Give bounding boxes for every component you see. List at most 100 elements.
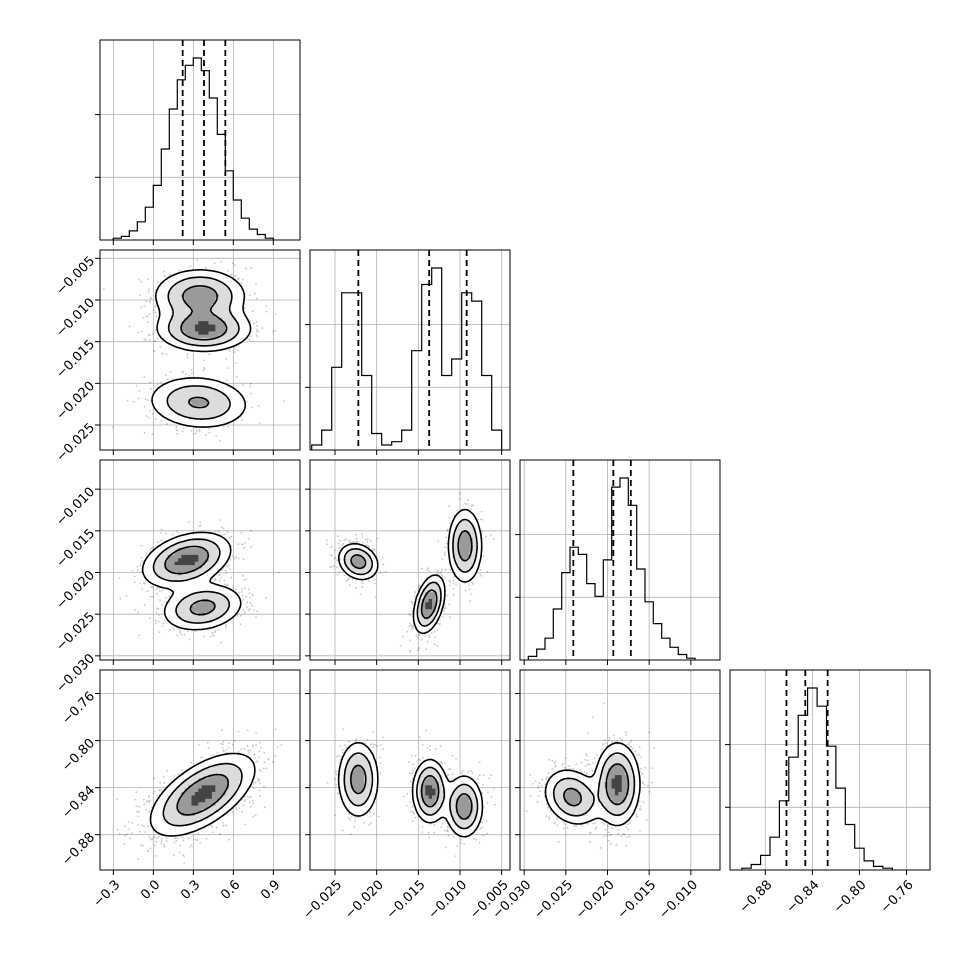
sample-point xyxy=(151,433,154,435)
density-cell xyxy=(201,554,206,559)
density-cell xyxy=(208,622,213,627)
sample-point xyxy=(137,397,140,400)
density-cell xyxy=(239,290,243,295)
density-cell xyxy=(211,297,216,302)
sample-point xyxy=(250,406,253,409)
density-cell xyxy=(198,615,203,620)
sample-point xyxy=(421,567,424,570)
density-cell xyxy=(215,595,220,600)
density-cell xyxy=(211,409,216,414)
density-cell xyxy=(208,612,213,617)
density-cell xyxy=(205,578,210,583)
density-cell xyxy=(167,314,172,319)
density-cell xyxy=(184,331,189,336)
sample-point xyxy=(139,582,142,585)
density-cell xyxy=(225,338,230,343)
density-cell xyxy=(228,392,233,397)
density-cell xyxy=(194,605,199,610)
sample-point xyxy=(150,586,153,589)
density-cell xyxy=(228,602,233,607)
density-cell xyxy=(171,331,176,336)
sample-point xyxy=(179,631,181,634)
density-cell xyxy=(154,402,159,407)
density-cell xyxy=(208,605,213,610)
density-cell xyxy=(157,395,162,400)
density-cell xyxy=(188,622,193,627)
sample-point xyxy=(381,557,384,559)
sample-point xyxy=(241,543,243,546)
density-cell xyxy=(194,554,199,559)
density-cell xyxy=(178,595,182,600)
density-cell xyxy=(208,422,213,427)
density-cell xyxy=(222,324,226,329)
density-cell xyxy=(188,304,193,309)
sample-point xyxy=(249,596,252,599)
sample-point xyxy=(265,305,267,307)
density-cell xyxy=(225,402,230,407)
sample-point xyxy=(250,382,252,385)
density-cell xyxy=(201,341,206,346)
density-cell xyxy=(232,307,237,312)
sample-point xyxy=(237,277,240,280)
sample-point xyxy=(149,381,151,384)
sample-point xyxy=(203,368,206,371)
density-cell xyxy=(188,405,193,410)
density-cell xyxy=(171,304,176,309)
density-cell xyxy=(181,561,186,566)
density-cell xyxy=(232,595,237,600)
hist-panel-2 xyxy=(515,459,721,665)
density-cell xyxy=(228,409,233,414)
density-cell xyxy=(198,588,203,593)
density-cell xyxy=(178,304,182,309)
sample-point xyxy=(162,353,165,356)
density-cell xyxy=(167,334,172,339)
density-cell xyxy=(211,273,216,278)
density-cell xyxy=(150,561,155,566)
density-cell xyxy=(218,273,223,278)
sample-point xyxy=(228,536,231,539)
sample-point xyxy=(233,275,236,278)
sample-point xyxy=(211,631,214,634)
density-cell xyxy=(225,324,230,329)
density-cell xyxy=(198,304,203,309)
density-cell xyxy=(232,389,237,393)
panel-frame xyxy=(99,459,301,661)
density-cell xyxy=(174,392,179,397)
density-cell xyxy=(188,311,193,315)
density-cell xyxy=(194,324,199,329)
density-cell xyxy=(242,402,247,407)
sample-point xyxy=(220,261,223,263)
sample-point xyxy=(237,543,240,546)
density-cell xyxy=(239,314,243,319)
density-cell xyxy=(239,307,243,312)
sample-point xyxy=(272,330,275,333)
density-cell xyxy=(174,341,179,346)
density-cell xyxy=(198,270,203,275)
density-cell xyxy=(161,297,165,302)
sample-point xyxy=(140,570,143,573)
density-cell xyxy=(208,575,213,580)
density-cell xyxy=(194,287,199,292)
sample-point xyxy=(220,641,223,644)
density-cell xyxy=(194,412,199,417)
sample-point xyxy=(214,577,217,580)
density-cell xyxy=(194,385,199,390)
density-cell xyxy=(181,399,186,404)
density-cell xyxy=(245,328,250,332)
density-cell xyxy=(211,389,216,393)
density-cell xyxy=(174,615,179,620)
sample-point xyxy=(208,431,211,434)
sample-point xyxy=(160,419,163,422)
density-cell xyxy=(164,402,169,407)
density-cell xyxy=(188,558,193,563)
density-cell xyxy=(178,382,182,387)
density-cell xyxy=(239,405,243,410)
density-cell xyxy=(218,399,223,404)
density-cell xyxy=(222,592,226,597)
density-cell xyxy=(201,300,206,305)
sample-point xyxy=(361,586,364,588)
density-cell xyxy=(228,405,233,410)
density-cell xyxy=(211,304,216,309)
density-cell xyxy=(161,314,165,319)
density-cell xyxy=(181,416,186,421)
